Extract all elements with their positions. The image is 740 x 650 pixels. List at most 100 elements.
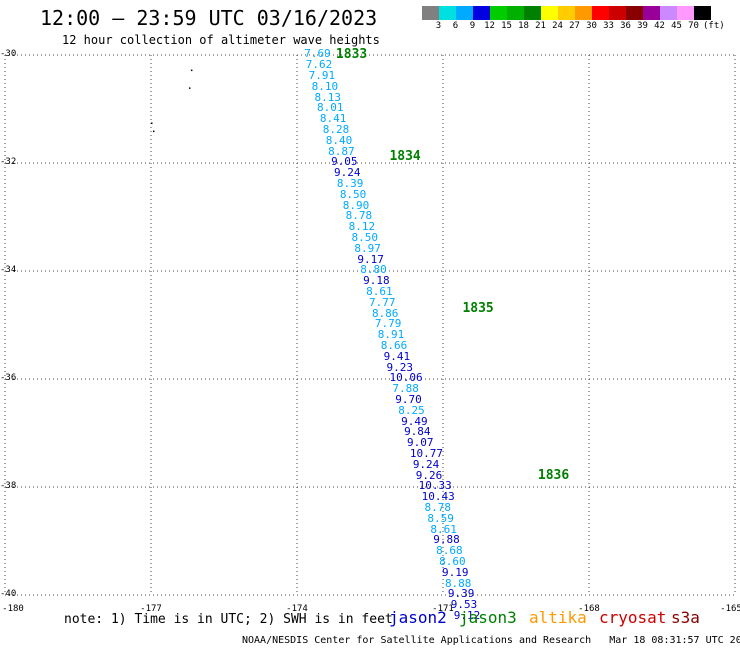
wave-height-value: 8.60 <box>439 555 466 569</box>
legend-swatch <box>575 6 592 20</box>
wave-height-value: 9.70 <box>395 393 422 407</box>
wave-height-value: 9.18 <box>363 274 390 288</box>
color-legend <box>422 6 711 20</box>
satellite-name-jason2: jason2 <box>389 608 447 627</box>
legend-swatch <box>643 6 660 20</box>
legend-swatch <box>490 6 507 20</box>
latitude-label: -30 <box>0 49 17 59</box>
wave-height-value: 7.62 <box>305 58 333 72</box>
wave-height-value: 8.50 <box>339 187 367 201</box>
pass-number-label: 1834 <box>389 149 421 165</box>
wave-height-value: 9.19 <box>442 565 469 579</box>
legend-unit: (ft) <box>703 21 725 31</box>
legend-label: 18 <box>518 21 529 31</box>
legend-swatch <box>439 6 456 20</box>
wave-height-value: 8.88 <box>444 576 472 590</box>
pass-number-label: 1835 <box>462 300 494 316</box>
island-marker <box>152 130 155 133</box>
wave-height-value: 8.97 <box>354 241 381 255</box>
pass-number-label: 1836 <box>537 468 570 484</box>
legend-label: 15 <box>501 21 512 31</box>
wave-height-value: 9.23 <box>386 360 414 374</box>
latitude-label: -40 <box>0 589 17 599</box>
wave-height-value: 9.84 <box>404 425 431 439</box>
wave-height-value: 9.41 <box>383 349 411 363</box>
wave-height-value: 8.41 <box>319 112 347 126</box>
legend-label: 3 <box>435 21 442 31</box>
longitude-label: -171 <box>432 604 454 614</box>
wave-height-value: 9.26 <box>415 468 443 482</box>
legend-swatch <box>524 6 541 20</box>
wave-height-value: 10.77 <box>409 447 444 461</box>
wave-height-value: 8.78 <box>345 209 373 223</box>
island-marker <box>151 122 153 124</box>
longitude-label: -177 <box>140 604 162 614</box>
legend-label: 42 <box>654 21 665 31</box>
wave-height-value: 8.59 <box>427 511 454 525</box>
legend-swatch <box>592 6 609 20</box>
wave-height-value: 7.69 <box>304 47 331 61</box>
wave-height-value: 9.24 <box>412 457 440 471</box>
wave-height-value: 7.77 <box>369 295 396 309</box>
wave-height-value: 9.24 <box>333 166 361 180</box>
island-marker <box>188 87 191 89</box>
wave-height-value: 8.68 <box>436 544 463 558</box>
legend-label: 33 <box>603 21 614 31</box>
wave-height-value: 9.12 <box>453 609 481 623</box>
legend-label: 27 <box>569 21 580 31</box>
wave-height-value: 7.91 <box>308 69 336 83</box>
wave-height-value: 7.88 <box>392 382 419 396</box>
legend-label: 12 <box>484 21 495 31</box>
legend-swatch <box>694 6 711 20</box>
wave-height-value: 8.90 <box>342 198 370 212</box>
wave-height-value: 9.53 <box>450 598 478 612</box>
legend-label: 21 <box>535 21 546 31</box>
legend-label: 70 <box>688 21 699 31</box>
legend-label: 39 <box>637 21 648 31</box>
wave-height-value: 10.43 <box>421 490 455 504</box>
wave-height-value: 9.05 <box>331 155 358 169</box>
legend-label: 24 <box>552 21 563 31</box>
satellite-name-jason3: jason3 <box>459 608 517 627</box>
wave-height-value: 8.13 <box>314 90 342 104</box>
longitude-label: -165 <box>720 604 740 614</box>
legend-swatch <box>473 6 490 20</box>
map-subtitle: 12 hour collection of altimeter wave hei… <box>62 33 380 47</box>
wave-height-value: 10.06 <box>389 371 423 385</box>
wave-height-value: 8.12 <box>348 220 376 234</box>
wave-height-value: 8.39 <box>336 177 364 191</box>
wave-height-value: 8.66 <box>380 339 408 353</box>
wave-height-value: 8.40 <box>325 133 353 147</box>
legend-label: 9 <box>469 21 476 31</box>
legend-swatch <box>422 6 439 20</box>
latitude-label: -36 <box>0 373 17 383</box>
wave-height-value: 8.78 <box>424 501 452 515</box>
wave-height-value: 8.61 <box>366 285 393 299</box>
legend-swatch <box>626 6 643 20</box>
credit-text: NOAA/NESDIS Center for Satellite Applica… <box>242 635 592 646</box>
longitude-label: -180 <box>2 604 24 614</box>
color-legend-labels: 3 6 9 12 15 18 21 24 27 30 33 36 39 42 45 70 (ft) <box>422 21 725 31</box>
latitude-label: -38 <box>0 481 17 491</box>
wave-height-value: 8.86 <box>371 306 399 320</box>
latitude-label: -34 <box>0 265 17 275</box>
legend-label: 30 <box>586 21 597 31</box>
wave-height-value: 9.17 <box>357 252 384 266</box>
latitude-label: -32 <box>0 157 17 167</box>
legend-swatch <box>558 6 575 20</box>
wave-height-value: 9.88 <box>433 533 460 547</box>
legend-swatch <box>677 6 694 20</box>
satellite-name-s3a: s3a <box>671 608 700 627</box>
wave-height-value: 8.10 <box>311 79 339 93</box>
pass-number-label: 1833 <box>335 47 368 62</box>
legend-swatch <box>507 6 524 20</box>
wave-height-value: 9.07 <box>406 436 434 450</box>
footer-credit: NOAA/NESDIS Center for Satellite Applica… <box>242 635 740 646</box>
generated-timestamp: Mar 18 08:31:57 UTC 2023 <box>609 635 740 646</box>
longitude-label: -168 <box>578 604 600 614</box>
wave-height-value: 8.01 <box>316 101 344 115</box>
map-title: 12:00 – 23:59 UTC 03/16/2023 <box>40 6 378 30</box>
satellite-name-altika: altika <box>529 608 587 627</box>
